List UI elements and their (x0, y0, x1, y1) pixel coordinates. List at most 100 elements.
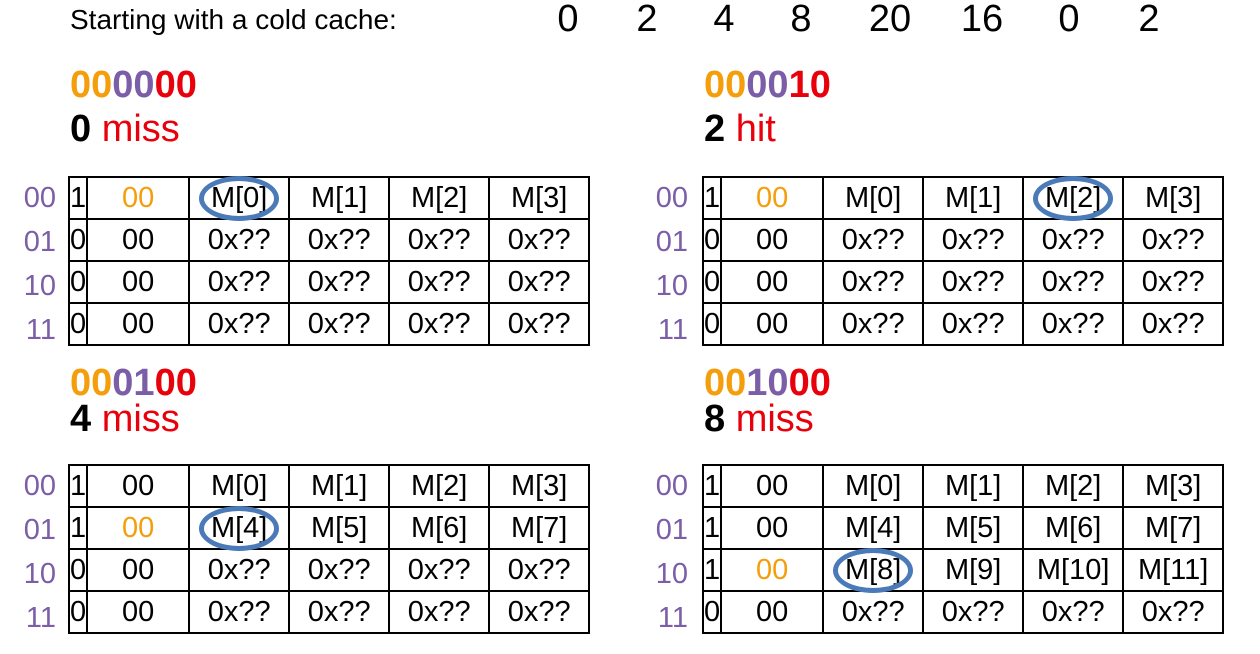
tag-cell: 00 (86, 590, 191, 634)
row-label: 01 (655, 226, 688, 258)
row-label: 01 (655, 514, 688, 546)
header-label: Starting with a cold cache: (70, 4, 397, 35)
row-label: 11 (657, 602, 688, 634)
valid-bit: 0 (67, 302, 89, 346)
data-cell: 0x?? (488, 260, 591, 304)
valid-bit: 0 (701, 590, 723, 634)
row-label: 10 (23, 270, 56, 302)
valid-bit: 0 (67, 548, 89, 592)
valid-bit: 0 (67, 260, 89, 304)
data-cell: M[7] (488, 506, 591, 550)
data-cell: M[0] (822, 176, 925, 220)
data-cell: 0x?? (1122, 590, 1225, 634)
row-label: 00 (655, 182, 688, 214)
sequence-item: 20 (868, 0, 912, 40)
data-cell: 0x?? (388, 548, 491, 592)
data-cell: 0x?? (922, 302, 1025, 346)
address-tag-bits: 00 (704, 362, 747, 404)
access-outcome: miss (101, 398, 180, 440)
cache-row: 0 00 0x?? 0x?? 0x?? 0x?? (67, 548, 591, 592)
data-cell: 0x?? (388, 218, 491, 262)
data-cell: M[1] (288, 464, 391, 508)
tag-cell: 00 (720, 302, 825, 346)
data-cell: 0x?? (822, 590, 925, 634)
access-outcome: hit (735, 108, 776, 150)
data-cell: M[2] (388, 176, 491, 220)
valid-bit: 1 (67, 176, 89, 220)
data-cell: 0x?? (188, 218, 291, 262)
data-cell: 0x?? (1122, 260, 1225, 304)
cache-row: 1 00 M[0] M[1] M[2] M[3] (67, 464, 591, 508)
data-cell: 0x?? (922, 260, 1025, 304)
data-cell: 0x?? (822, 260, 925, 304)
valid-bit: 0 (67, 218, 89, 262)
valid-bit: 0 (67, 590, 89, 634)
access-result: 8 miss (704, 398, 814, 441)
tag-cell: 00 (86, 176, 191, 220)
tag-cell: 00 (720, 464, 825, 508)
address-offset-bits: 10 (788, 64, 831, 106)
data-cell: M[3] (1122, 464, 1225, 508)
row-labels: 00 01 10 11 (632, 176, 688, 352)
address-tag-bits: 00 (704, 64, 747, 106)
data-cell: M[6] (388, 506, 491, 550)
tag-cell: 00 (86, 548, 191, 592)
valid-bit: 1 (701, 506, 723, 550)
tag-cell: 00 (720, 218, 825, 262)
sequence-item: 4 (713, 0, 735, 40)
row-label: 10 (655, 270, 688, 302)
cache-row: 1 00 M[0] M[1] M[2] M[3] (701, 175, 1225, 221)
address-bits: 001000 (704, 362, 831, 405)
row-label: 10 (23, 558, 56, 590)
valid-bit: 1 (701, 464, 723, 508)
row-label: 00 (655, 470, 688, 502)
address-offset-bits: 00 (154, 362, 197, 404)
data-cell: M[1] (922, 464, 1025, 508)
data-cell: 0x?? (1122, 218, 1225, 262)
access-address: 8 (704, 398, 726, 440)
access-address: 2 (704, 108, 726, 150)
access-outcome: miss (735, 398, 814, 440)
data-cell: M[3] (488, 464, 591, 508)
data-cell: 0x?? (1022, 590, 1125, 634)
data-cell: 0x?? (288, 548, 391, 592)
cache-row: 1 00 M[0] M[1] M[2] M[3] (701, 464, 1225, 508)
data-cell: M[5] (922, 506, 1025, 550)
valid-bit: 0 (701, 302, 723, 346)
sequence-item: 0 (557, 0, 579, 40)
sequence-item: 8 (790, 0, 812, 40)
cache-row: 0 00 0x?? 0x?? 0x?? 0x?? (701, 218, 1225, 262)
tag-cell: 00 (86, 302, 191, 346)
cache-row: 1 00 M[4] M[5] M[6] M[7] (701, 506, 1225, 550)
highlight-circle: M[2] (1032, 175, 1114, 221)
address-offset-bits: 00 (788, 362, 831, 404)
tag-cell: 00 (86, 218, 191, 262)
address-bits: 000010 (704, 64, 831, 107)
data-cell: 0x?? (1122, 302, 1225, 346)
row-label: 11 (25, 314, 56, 346)
row-labels: 00 01 10 11 (632, 464, 688, 640)
data-cell: 0x?? (388, 302, 491, 346)
data-cell: M[11] (1122, 548, 1225, 592)
address-bits: 000100 (70, 362, 197, 405)
data-cell: 0x?? (922, 218, 1025, 262)
highlight-circle: M[0] (198, 175, 280, 221)
address-tag-bits: 00 (70, 362, 113, 404)
data-cell: 0x?? (288, 302, 391, 346)
tag-cell: 00 (86, 506, 191, 550)
data-cell: M[3] (488, 176, 591, 220)
data-cell: 0x?? (1022, 260, 1125, 304)
valid-bit: 1 (701, 176, 723, 220)
data-cell: M[0] (188, 464, 291, 508)
data-cell: M[1] (288, 176, 391, 220)
data-cell: M[9] (922, 548, 1025, 592)
tag-cell: 00 (720, 548, 825, 592)
address-index-bits: 00 (746, 64, 789, 106)
cache-table: 1 00 M[0] M[1] M[2] M[3] 1 00 M[4] M[5] … (701, 464, 1225, 634)
row-label: 00 (23, 182, 56, 214)
row-label: 11 (657, 314, 688, 346)
cache-table: 1 00 M[0] M[1] M[2] M[3] 0 00 0x?? 0x?? … (67, 175, 591, 346)
cache-row: 1 00 M[0] M[1] M[2] M[3] (67, 175, 591, 221)
data-cell: M[4] (188, 505, 291, 551)
data-cell: M[2] (1022, 464, 1125, 508)
